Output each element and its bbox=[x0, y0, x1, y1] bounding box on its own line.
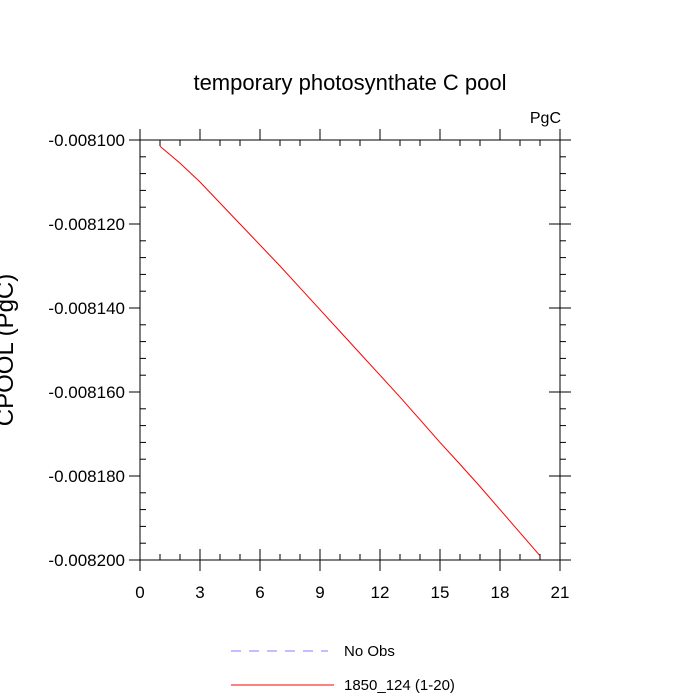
x-tick-label: 21 bbox=[551, 583, 570, 602]
series-layer bbox=[159, 145, 541, 557]
x-tick-label: 12 bbox=[371, 583, 390, 602]
y-axis-label: CPOOL (PgC) bbox=[0, 274, 19, 426]
y-tick-label: -0.008140 bbox=[48, 299, 125, 318]
x-tick-label: 6 bbox=[255, 583, 264, 602]
legend-label: 1850_124 (1-20) bbox=[344, 677, 455, 694]
legend-label: No Obs bbox=[344, 643, 395, 660]
ticks-layer: 0 3 6 9 12 15 18 21 -0.008100 -0.008120 -0.008140 -… bbox=[48, 129, 571, 602]
y-tick-label: -0.008180 bbox=[48, 467, 125, 486]
y-tick-label: -0.008100 bbox=[48, 131, 125, 150]
legend: No Obs 1850_124 (1-20) bbox=[231, 643, 455, 694]
x-tick-label: 18 bbox=[491, 583, 510, 602]
units-label: PgC bbox=[530, 110, 561, 127]
plot-frame bbox=[139, 139, 561, 561]
x-tick-label: 0 bbox=[135, 583, 144, 602]
x-tick-label: 15 bbox=[431, 583, 450, 602]
x-tick-label: 9 bbox=[315, 583, 324, 602]
y-tick-label: -0.008120 bbox=[48, 215, 125, 234]
y-tick-label: -0.008160 bbox=[48, 383, 125, 402]
y-tick-label: -0.008200 bbox=[48, 551, 125, 570]
series-line-1 bbox=[159, 145, 541, 557]
chart-title: temporary photosynthate C pool bbox=[193, 70, 506, 95]
x-tick-label: 3 bbox=[195, 583, 204, 602]
